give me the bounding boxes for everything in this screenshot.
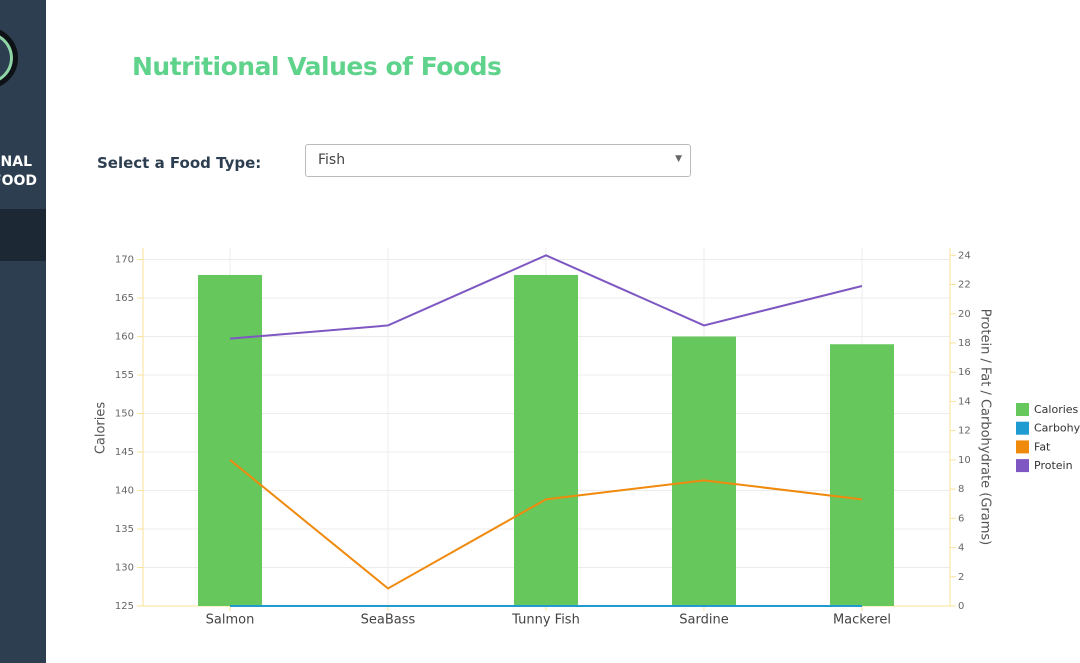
legend-swatch (1016, 421, 1029, 435)
y2-axis-title: Protein / Fat / Carbohydrate (Grams) (978, 309, 993, 546)
x-tick-label: Mackerel (833, 613, 891, 628)
y-axis-title: Calories (94, 402, 109, 455)
y-tick-label: 145 (115, 447, 134, 458)
y-tick-label: 165 (115, 293, 134, 304)
y2-tick-label: 14 (958, 396, 971, 407)
legend-label: Protein (1034, 459, 1073, 472)
y2-tick-label: 22 (958, 280, 971, 291)
y-tick-label: 140 (115, 486, 134, 497)
sidebar: ONAL FOOD (0, 0, 46, 663)
x-tick-label: SeaBass (361, 613, 416, 628)
y2-tick-label: 8 (958, 484, 964, 495)
nav-item[interactable] (0, 209, 46, 261)
bar (830, 344, 894, 606)
x-tick-label: Sardine (679, 613, 728, 628)
y-tick-label: 170 (115, 255, 134, 266)
dropdown-arrow: ▼ (675, 154, 682, 164)
y2-tick-label: 18 (958, 338, 971, 349)
y2-tick-label: 12 (958, 426, 971, 437)
x-tick-label: Tunny Fish (511, 613, 580, 628)
y2-tick-label: 6 (958, 513, 964, 524)
legend-swatch (1016, 403, 1029, 416)
legend-label: Calories (1034, 403, 1079, 416)
y-tick-label: 155 (115, 370, 134, 381)
brand-text: FOOD (0, 173, 37, 189)
y-tick-label: 160 (115, 332, 134, 343)
y2-tick-label: 0 (958, 601, 964, 612)
brand-text: ONAL (0, 154, 32, 170)
legend-swatch (1016, 459, 1029, 473)
page-title: Nutritional Values of Foods (132, 52, 502, 81)
y-tick-label: 130 (115, 563, 134, 574)
y2-tick-label: 2 (958, 572, 964, 583)
line-series (229, 254, 863, 340)
y-tick-label: 150 (115, 409, 134, 420)
y2-tick-label: 16 (958, 367, 971, 378)
legend-label: Fat (1034, 440, 1051, 453)
y2-tick-label: 4 (958, 543, 964, 554)
bar (198, 274, 262, 606)
y-tick-label: 125 (115, 601, 134, 612)
line-series (229, 459, 863, 590)
y2-tick-label: 10 (958, 455, 971, 466)
bar (514, 274, 578, 606)
food-select[interactable]: Fish ▼ (305, 144, 691, 177)
select-value: Fish (318, 152, 346, 168)
select-label: Select a Food Type: (97, 154, 262, 172)
y-tick-label: 135 (115, 524, 134, 535)
legend-label: Carbohydrate (1034, 422, 1080, 435)
y2-tick-label: 24 (958, 250, 971, 261)
legend-swatch (1016, 440, 1029, 454)
y2-tick-label: 20 (958, 309, 971, 320)
bar (672, 336, 736, 606)
x-tick-label: Salmon (206, 613, 255, 628)
